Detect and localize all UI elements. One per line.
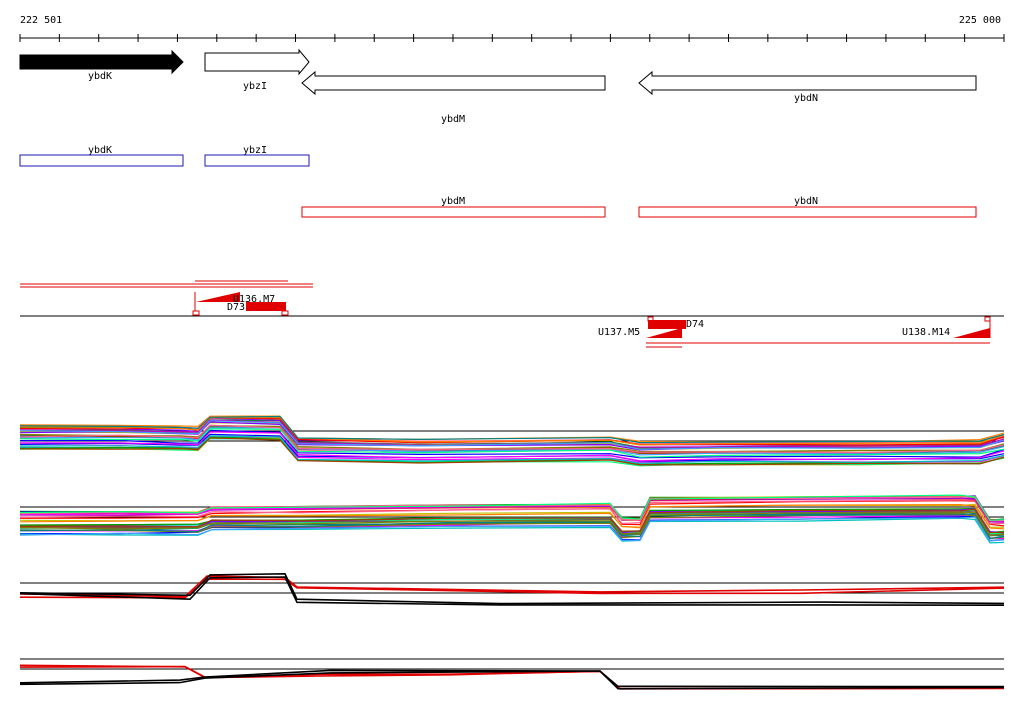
promoter-u136[interactable] — [196, 292, 240, 302]
expression-track-1 — [19, 415, 1005, 467]
expression-profile-line — [19, 428, 1005, 458]
expression-profile-line — [19, 419, 1005, 448]
feature-label-u138: U138.M14 — [902, 327, 950, 338]
ruler-start-label: 222 501 — [20, 15, 62, 26]
expression-profile-line — [19, 437, 1005, 466]
cds-box-ybdk[interactable] — [19, 154, 184, 167]
expression-profile-line — [19, 576, 1005, 606]
track1-profiles — [19, 415, 1005, 467]
gene-arrow-ybdk[interactable] — [19, 49, 184, 75]
cds-label-ybdn: ybdN — [794, 196, 818, 207]
gene-label-ybzi: ybzI — [243, 81, 267, 92]
feature-label-d73: D73 — [227, 302, 245, 313]
gene-label-ybdn: ybdN — [794, 93, 818, 104]
cds-box-ybzi[interactable] — [204, 154, 310, 167]
expression-profile-line — [19, 435, 1005, 465]
cds-track-blue: ybdK ybzI — [19, 145, 310, 167]
expression-profile-line — [19, 494, 1005, 521]
feature-marker-2 — [281, 310, 289, 316]
expression-profile-line — [19, 500, 1005, 527]
expression-profile-line — [19, 429, 1005, 459]
expression-profile-line — [19, 416, 1005, 446]
expression-profile-line — [19, 669, 1005, 688]
expression-track-3 — [19, 572, 1005, 606]
gene-arrow-ybdn[interactable] — [638, 70, 977, 96]
expression-profile-line — [19, 511, 1005, 537]
gene-label-ybdk: ybdK — [88, 71, 112, 82]
promoter-u137[interactable] — [646, 328, 682, 338]
expression-profile-line — [19, 665, 1005, 690]
feature-label-u137: U137.M5 — [598, 327, 640, 338]
expression-track-2 — [19, 494, 1005, 544]
cds-label-ybdk: ybdK — [88, 145, 112, 156]
expression-profile-line — [19, 424, 1005, 454]
gene-track: ybdK ybzI ybdM ybdN — [19, 48, 977, 125]
feature-label-d74: D74 — [686, 319, 704, 330]
expression-profile-line — [19, 516, 1005, 542]
expression-profile-line — [19, 427, 1005, 456]
expression-profile-line — [19, 575, 1005, 598]
ruler: 222 501 225 000 — [19, 15, 1005, 42]
expression-profile-line — [19, 670, 1005, 690]
terminator-d73[interactable] — [246, 302, 286, 311]
feature-label-u136: U136.M7 — [233, 294, 275, 305]
feature-marker-1 — [192, 310, 200, 316]
expression-profile-line — [19, 503, 1005, 530]
cds-label-ybdm: ybdM — [441, 196, 465, 207]
cds-box-ybdn[interactable] — [638, 206, 977, 218]
cds-track-red: ybdM ybdN — [301, 196, 977, 218]
ruler-ticks — [19, 34, 1005, 42]
expression-profile-line — [19, 415, 1005, 444]
expression-profile-line — [19, 572, 1005, 605]
cds-box-ybdm[interactable] — [301, 206, 606, 218]
promoter-u138[interactable] — [953, 328, 990, 338]
ruler-end-label: 225 000 — [959, 15, 1001, 26]
terminator-d74[interactable] — [648, 320, 686, 329]
expression-profile-line — [19, 420, 1005, 451]
feature-marker-4 — [984, 316, 991, 322]
expression-profile-line — [20, 431, 1005, 462]
track3-profiles — [19, 572, 1005, 606]
expression-profile-line — [19, 425, 1005, 453]
gene-label-ybdm: ybdM — [441, 114, 465, 125]
track4-profiles — [19, 664, 1005, 690]
expression-profile-line — [20, 513, 1005, 540]
expression-profile-line — [19, 499, 1005, 525]
expression-profile-line — [19, 512, 1005, 539]
feature-track: U136.M7 D73 D74 U137.M5 U138.M14 — [20, 280, 1004, 348]
expression-profile-line — [19, 508, 1005, 534]
expression-track-4 — [19, 658, 1005, 690]
cds-label-ybzi: ybzI — [243, 145, 267, 156]
gene-arrow-ybzi[interactable] — [204, 48, 310, 76]
gene-arrow-ybdm[interactable] — [301, 70, 606, 96]
track2-profiles — [19, 494, 1005, 544]
